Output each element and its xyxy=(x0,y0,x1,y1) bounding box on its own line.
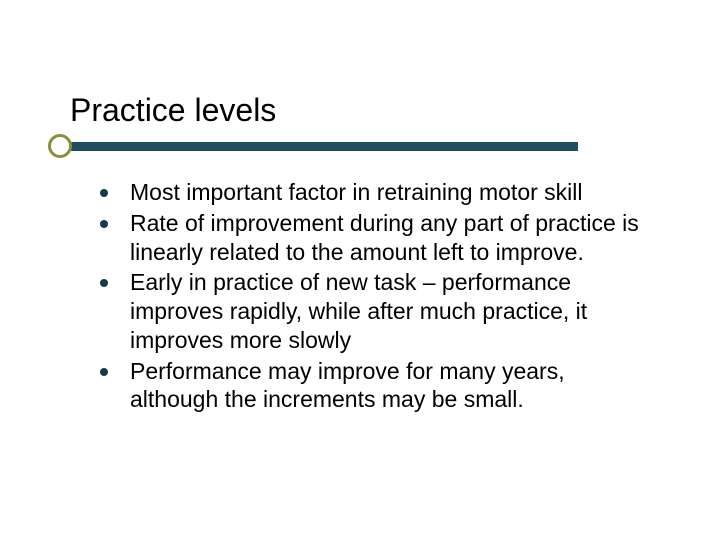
list-item: Early in practice of new task – performa… xyxy=(100,268,640,354)
title-underline xyxy=(48,132,578,162)
bullet-icon xyxy=(100,368,108,376)
bullet-icon xyxy=(100,279,108,287)
bullet-text: Most important factor in retraining moto… xyxy=(130,178,583,207)
bullet-text: Performance may improve for many years, … xyxy=(130,357,640,415)
bullet-text: Early in practice of new task – performa… xyxy=(130,268,640,354)
bullet-icon xyxy=(100,189,108,197)
bullet-text: Rate of improvement during any part of p… xyxy=(130,209,640,267)
slide-title: Practice levels xyxy=(70,92,276,129)
list-item: Most important factor in retraining moto… xyxy=(100,178,640,207)
bullet-list: Most important factor in retraining moto… xyxy=(100,178,640,416)
list-item: Performance may improve for many years, … xyxy=(100,357,640,415)
bullet-icon xyxy=(100,220,108,228)
underline-circle-icon xyxy=(48,134,72,158)
slide: Practice levels Most important factor in… xyxy=(0,0,720,540)
list-item: Rate of improvement during any part of p… xyxy=(100,209,640,267)
underline-bar xyxy=(70,142,578,151)
